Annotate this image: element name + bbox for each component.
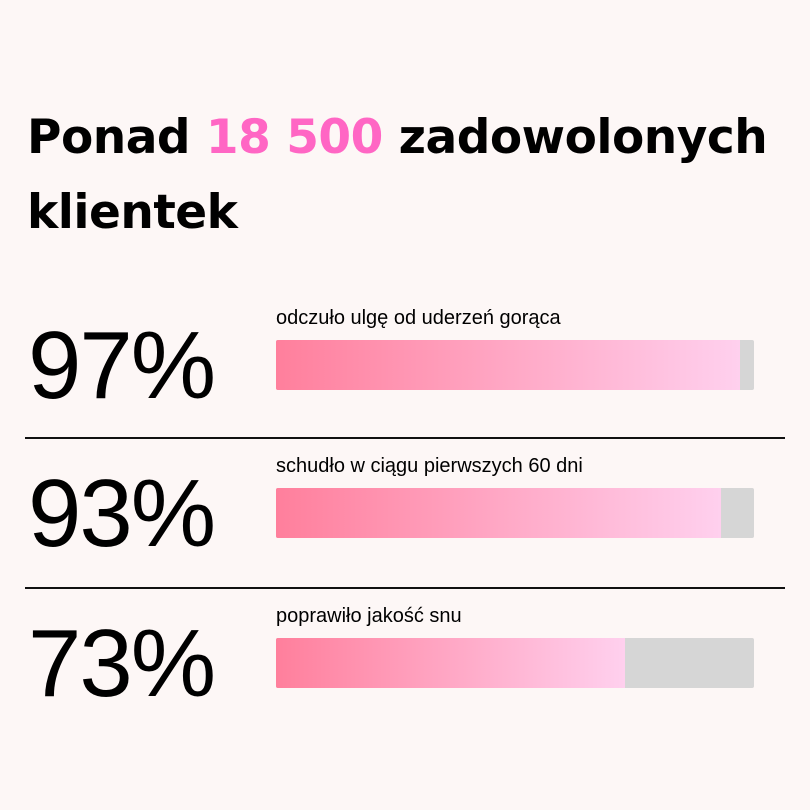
headline-highlight: 18 500 <box>205 110 383 165</box>
stat-label: schudło w ciągu pierwszych 60 dni <box>276 455 583 477</box>
divider <box>25 587 785 589</box>
stat-value: 73% <box>28 610 216 717</box>
stat-label: odczuło ulgę od uderzeń gorąca <box>276 307 561 329</box>
stat-row: 97% odczuło ulgę od uderzeń gorąca <box>0 307 810 468</box>
divider <box>25 437 785 439</box>
stat-value: 97% <box>28 312 216 419</box>
bar-fill <box>276 340 740 390</box>
bar-track <box>276 638 754 688</box>
headline: Ponad 18 500 zadowolonych klientek <box>27 100 797 250</box>
stat-row: 73% poprawiło jakość snu <box>0 605 810 766</box>
stat-label: poprawiło jakość snu <box>276 605 462 627</box>
stat-value: 93% <box>28 460 216 567</box>
stat-row: 93% schudło w ciągu pierwszych 60 dni <box>0 455 810 616</box>
bar-track <box>276 488 754 538</box>
headline-text: Ponad <box>27 110 206 165</box>
bar-track <box>276 340 754 390</box>
bar-fill <box>276 488 721 538</box>
headline-text-end: zadowolonych klientek <box>27 110 768 240</box>
bar-fill <box>276 638 625 688</box>
